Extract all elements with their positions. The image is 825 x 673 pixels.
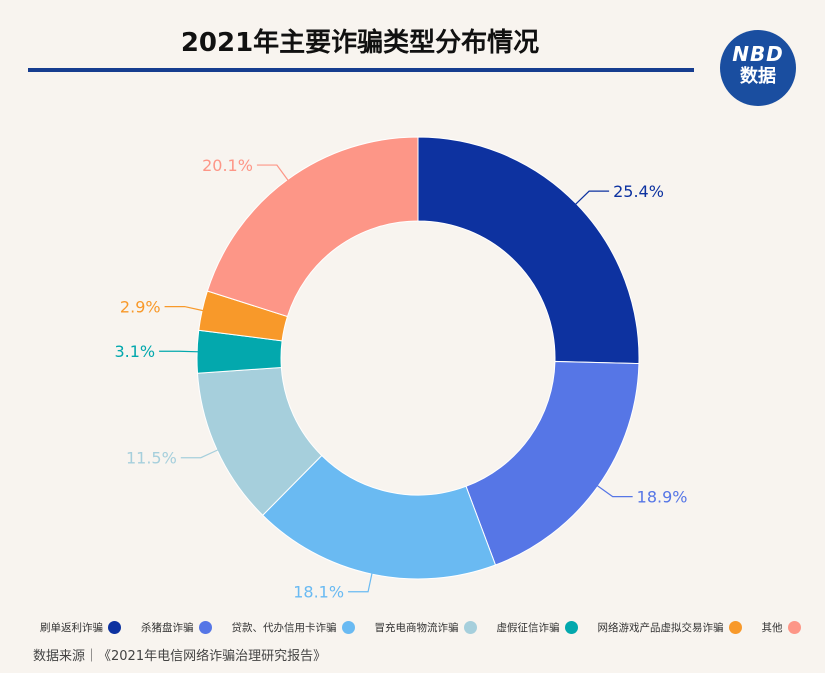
slice-label-6: 2.9%	[120, 298, 161, 317]
legend-swatch	[463, 621, 477, 634]
slice-label-2: 18.9%	[637, 488, 688, 507]
legend-item-1: 刷单返利诈骗	[40, 620, 121, 635]
data-source: 数据来源｜《2021年电信网络诈骗治理研究报告》	[33, 649, 327, 664]
leader-line-5	[159, 350, 200, 353]
donut-slice-3	[262, 454, 497, 580]
title-underline	[28, 68, 694, 72]
logo-line2: 数据	[740, 66, 776, 87]
nbd-logo: NBD 数据	[720, 30, 796, 106]
slice-label-3: 18.1%	[293, 583, 344, 602]
chart-title: 2021年主要诈骗类型分布情况	[180, 28, 540, 58]
legend-label: 网络游戏产品虚拟交易诈骗	[597, 622, 724, 634]
legend-swatch	[198, 621, 212, 634]
chart-legend: 刷单返利诈骗 杀猪盘诈骗 贷款、代办信用卡诈骗 冒充电商物流诈骗 虚假征信诈骗 网络游戏产…	[40, 620, 820, 635]
logo-line1: NBD	[732, 42, 784, 66]
slice-label-4: 11.5%	[126, 449, 177, 468]
slice-label-1: 25.4%	[613, 182, 664, 201]
donut-slice-7	[206, 136, 419, 318]
donut-slice-2	[465, 360, 640, 566]
leader-line-6	[164, 305, 205, 312]
leader-line-7	[256, 164, 290, 182]
legend-item-4: 冒充电商物流诈骗	[375, 620, 477, 635]
legend-swatch	[728, 621, 742, 634]
legend-swatch	[341, 621, 355, 634]
legend-swatch	[787, 621, 801, 634]
legend-label: 刷单返利诈骗	[40, 622, 103, 634]
leader-line-3	[348, 572, 373, 593]
legend-label: 杀猪盘诈骗	[141, 622, 194, 634]
legend-item-2: 杀猪盘诈骗	[141, 620, 212, 635]
legend-item-7: 其他	[762, 620, 801, 635]
leader-line-4	[180, 448, 220, 459]
legend-label: 贷款、代办信用卡诈骗	[231, 622, 337, 634]
legend-swatch	[564, 621, 578, 634]
legend-item-5: 虚假征信诈骗	[497, 620, 578, 635]
legend-label: 冒充电商物流诈骗	[374, 622, 459, 634]
slice-label-7: 20.1%	[202, 156, 253, 175]
legend-item-3: 贷款、代办信用卡诈骗	[232, 620, 355, 635]
slice-label-5: 3.1%	[114, 342, 155, 361]
donut-slice-1	[417, 136, 640, 365]
leader-line-1	[574, 190, 610, 206]
legend-label: 其他	[761, 622, 783, 634]
leader-line-2	[596, 484, 633, 498]
legend-item-6: 网络游戏产品虚拟交易诈骗	[598, 620, 742, 635]
legend-label: 虚假征信诈骗	[496, 622, 560, 634]
legend-swatch	[108, 621, 121, 634]
